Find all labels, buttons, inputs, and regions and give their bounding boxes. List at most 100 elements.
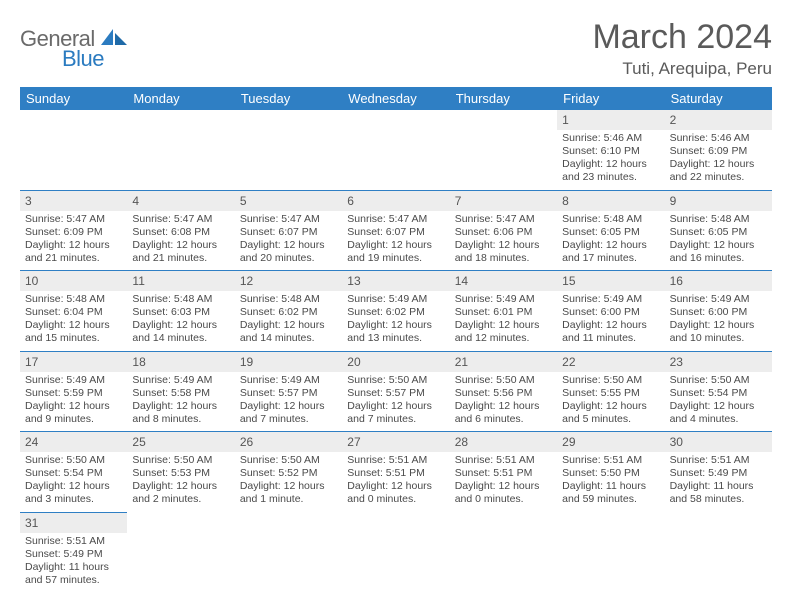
day-number: 24: [25, 435, 38, 449]
daylight-text: and 7 minutes.: [240, 413, 337, 426]
day-number: 15: [562, 274, 575, 288]
location-label: Tuti, Arequipa, Peru: [592, 59, 772, 79]
calendar-cell: 5Sunrise: 5:47 AMSunset: 6:07 PMDaylight…: [235, 190, 342, 271]
daylight-text: Daylight: 12 hours: [25, 239, 122, 252]
day-number: 8: [562, 194, 569, 208]
calendar-cell: 12Sunrise: 5:48 AMSunset: 6:02 PMDayligh…: [235, 270, 342, 351]
daylight-text: and 14 minutes.: [132, 332, 229, 345]
calendar-week: 1Sunrise: 5:46 AMSunset: 6:10 PMDaylight…: [20, 110, 772, 190]
day-number-row: 26: [235, 432, 342, 452]
sunset-text: Sunset: 6:08 PM: [132, 226, 229, 239]
daylight-text: Daylight: 12 hours: [240, 400, 337, 413]
calendar-week: 10Sunrise: 5:48 AMSunset: 6:04 PMDayligh…: [20, 270, 772, 351]
sunset-text: Sunset: 5:54 PM: [670, 387, 767, 400]
weekday-label: Saturday: [665, 87, 772, 110]
day-number: 28: [455, 435, 468, 449]
daylight-text: and 5 minutes.: [562, 413, 659, 426]
daylight-text: Daylight: 12 hours: [25, 319, 122, 332]
weekday-header: Sunday Monday Tuesday Wednesday Thursday…: [20, 87, 772, 110]
calendar-cell: 19 Sunrise: 5:49 AMSunset: 5:57 PMDayligh…: [235, 351, 342, 432]
daylight-text: and 1 minute.: [240, 493, 337, 506]
sunrise-text: Sunrise: 5:49 AM: [562, 293, 659, 306]
day-number-row: 22: [557, 352, 664, 372]
sunrise-text: Sunrise: 5:49 AM: [25, 374, 122, 387]
daylight-text: Daylight: 12 hours: [670, 400, 767, 413]
sunset-text: Sunset: 5:57 PM: [347, 387, 444, 400]
sunset-text: Sunset: 5:50 PM: [562, 467, 659, 480]
daylight-text: and 19 minutes.: [347, 252, 444, 265]
calendar-week: 3Sunrise: 5:47 AMSunset: 6:09 PMDaylight…: [20, 190, 772, 271]
sunrise-text: Sunrise: 5:47 AM: [25, 213, 122, 226]
sunset-text: Sunset: 6:10 PM: [562, 145, 659, 158]
sunset-text: Sunset: 5:57 PM: [240, 387, 337, 400]
calendar-cell: 17Sunrise: 5:49 AMSunset: 5:59 PMDayligh…: [20, 351, 127, 432]
sunrise-text: Sunrise: 5:51 AM: [670, 454, 767, 467]
daylight-text: and 17 minutes.: [562, 252, 659, 265]
sunset-text: Sunset: 6:06 PM: [455, 226, 552, 239]
day-number-row: 2: [665, 110, 772, 130]
daylight-text: Daylight: 12 hours: [240, 239, 337, 252]
day-number: 17: [25, 355, 38, 369]
calendar-cell: 23 Sunrise: 5:50 AMSunset: 5:54 PMDayligh…: [665, 351, 772, 432]
sunrise-text: Sunrise: 5:49 AM: [240, 374, 337, 387]
day-number-row: 25: [127, 432, 234, 452]
calendar-cell: 18Sunrise: 5:49 AMSunset: 5:58 PMDayligh…: [127, 351, 234, 432]
sunset-text: Sunset: 5:49 PM: [25, 548, 122, 561]
calendar-cell-empty: [450, 110, 557, 190]
daylight-text: Daylight: 12 hours: [347, 480, 444, 493]
daylight-text: and 6 minutes.: [455, 413, 552, 426]
sunset-text: Sunset: 6:03 PM: [132, 306, 229, 319]
daylight-text: Daylight: 11 hours: [562, 480, 659, 493]
day-number: 19: [240, 355, 253, 369]
daylight-text: Daylight: 11 hours: [25, 561, 122, 574]
daylight-text: and 57 minutes.: [25, 574, 122, 587]
sunrise-text: Sunrise: 5:50 AM: [455, 374, 552, 387]
sunrise-text: Sunrise: 5:51 AM: [562, 454, 659, 467]
day-number: 31: [25, 516, 38, 530]
day-number-row: 19: [235, 352, 342, 372]
daylight-text: and 0 minutes.: [347, 493, 444, 506]
daylight-text: and 7 minutes.: [347, 413, 444, 426]
day-number: 29: [562, 435, 575, 449]
day-number: 9: [670, 194, 677, 208]
daylight-text: Daylight: 12 hours: [562, 239, 659, 252]
sunset-text: Sunset: 5:54 PM: [25, 467, 122, 480]
daylight-text: and 9 minutes.: [25, 413, 122, 426]
daylight-text: Daylight: 12 hours: [562, 158, 659, 171]
sunset-text: Sunset: 6:07 PM: [347, 226, 444, 239]
day-number: 23: [670, 355, 683, 369]
day-number: 27: [347, 435, 360, 449]
sunrise-text: Sunrise: 5:51 AM: [347, 454, 444, 467]
day-number-row: 13: [342, 271, 449, 291]
sunset-text: Sunset: 5:59 PM: [25, 387, 122, 400]
calendar-grid: 1Sunrise: 5:46 AMSunset: 6:10 PMDaylight…: [20, 110, 772, 592]
calendar-cell: 24Sunrise: 5:50 AMSunset: 5:54 PMDayligh…: [20, 431, 127, 512]
daylight-text: Daylight: 12 hours: [455, 400, 552, 413]
day-number-row: 15: [557, 271, 664, 291]
sunset-text: Sunset: 5:52 PM: [240, 467, 337, 480]
sunset-text: Sunset: 6:09 PM: [670, 145, 767, 158]
brand-logo: General Blue: [20, 18, 127, 72]
calendar-cell: 1Sunrise: 5:46 AMSunset: 6:10 PMDaylight…: [557, 110, 664, 190]
day-number-row: 4: [127, 191, 234, 211]
daylight-text: Daylight: 12 hours: [455, 239, 552, 252]
day-number: 4: [132, 194, 139, 208]
calendar-cell: 8Sunrise: 5:48 AMSunset: 6:05 PMDaylight…: [557, 190, 664, 271]
daylight-text: and 23 minutes.: [562, 171, 659, 184]
day-number-row: 5: [235, 191, 342, 211]
weekday-label: Friday: [557, 87, 664, 110]
sunset-text: Sunset: 6:09 PM: [25, 226, 122, 239]
day-number-row: 30: [665, 432, 772, 452]
sunset-text: Sunset: 5:58 PM: [132, 387, 229, 400]
sunrise-text: Sunrise: 5:47 AM: [347, 213, 444, 226]
day-number: 6: [347, 194, 354, 208]
sunset-text: Sunset: 6:00 PM: [670, 306, 767, 319]
sunrise-text: Sunrise: 5:50 AM: [240, 454, 337, 467]
day-number-row: 21: [450, 352, 557, 372]
month-title: March 2024: [592, 18, 772, 57]
sunrise-text: Sunrise: 5:50 AM: [670, 374, 767, 387]
day-number-row: 10: [20, 271, 127, 291]
weekday-label: Wednesday: [342, 87, 449, 110]
sunrise-text: Sunrise: 5:49 AM: [132, 374, 229, 387]
day-number: 20: [347, 355, 360, 369]
